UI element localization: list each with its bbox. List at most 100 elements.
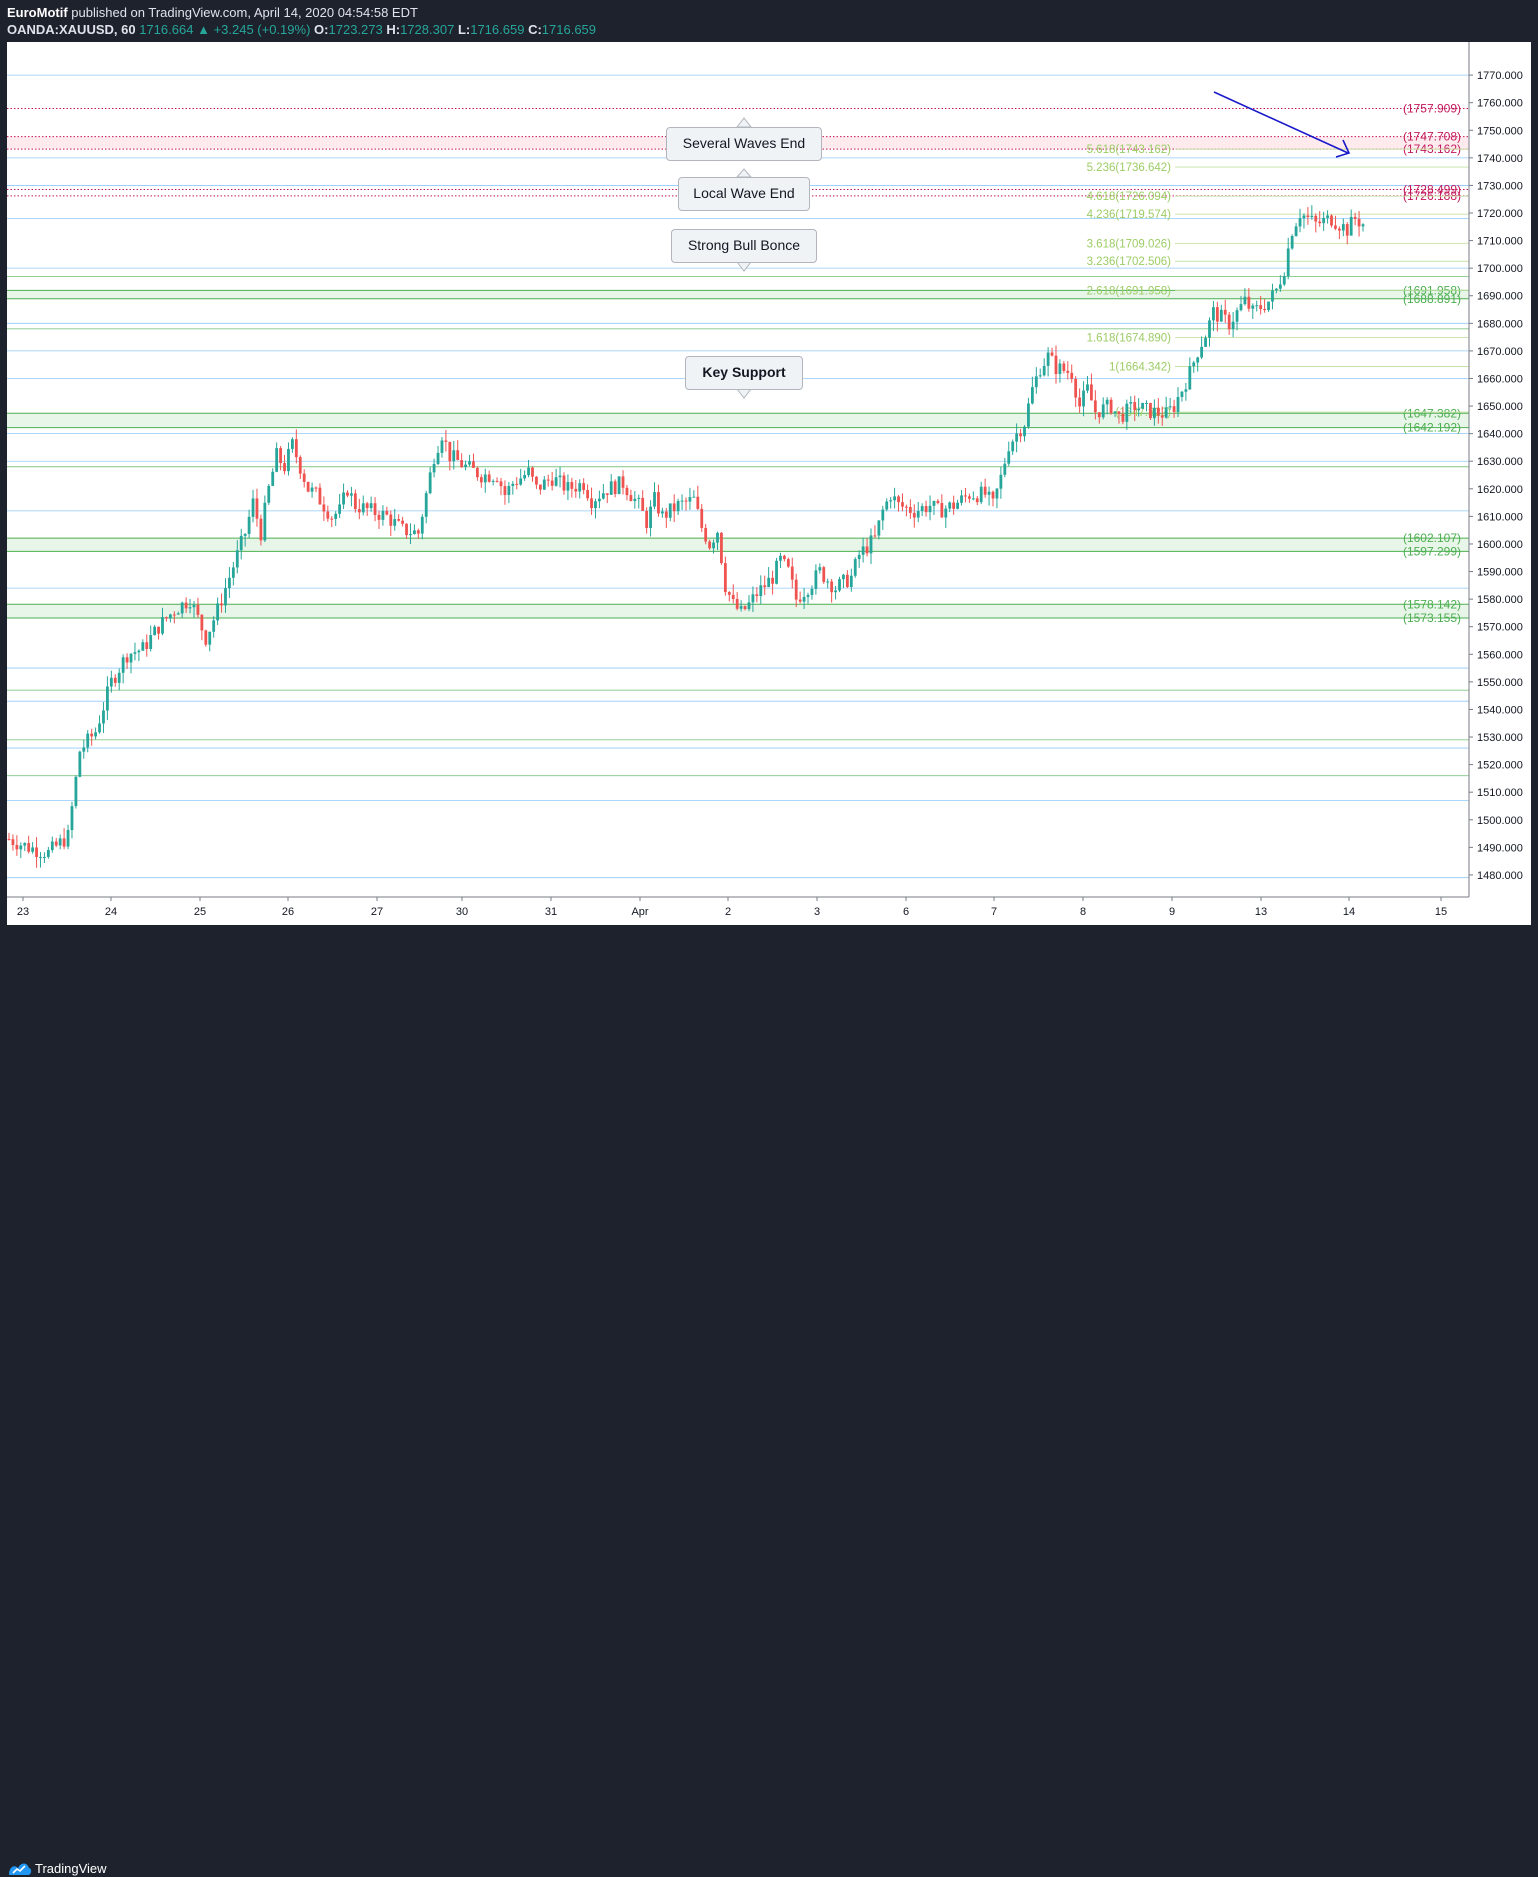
key-level-label: (1688.891)	[1403, 292, 1461, 306]
candle	[916, 511, 920, 518]
time-tick-label: 25	[194, 906, 206, 918]
candle	[50, 841, 54, 851]
candle	[19, 845, 23, 850]
candle	[1282, 276, 1286, 285]
candle	[660, 511, 664, 514]
candle	[783, 555, 786, 560]
candle	[790, 566, 794, 580]
candle	[657, 492, 660, 514]
candle	[409, 534, 412, 536]
candle	[668, 503, 672, 518]
candle	[302, 473, 306, 482]
candle	[869, 535, 873, 554]
candle	[1318, 221, 1322, 224]
time-tick-label: 2	[725, 906, 731, 918]
candle	[94, 732, 97, 737]
candle	[999, 474, 1003, 489]
candle	[598, 498, 601, 502]
candle	[948, 502, 952, 509]
callout-key-support: Key Support	[685, 356, 803, 390]
candle	[967, 496, 971, 499]
candle	[983, 486, 987, 495]
price-tick-label: 1680.000	[1477, 318, 1523, 330]
time-tick-label: Apr	[631, 906, 648, 918]
candle	[129, 653, 133, 663]
ohlc-legend: OANDA:XAUUSD, 60 1716.664 ▲ +3.245 (+0.1…	[7, 22, 596, 37]
candle	[1326, 215, 1329, 218]
candle	[594, 501, 597, 509]
candle	[975, 498, 979, 503]
candle	[298, 457, 302, 474]
candle	[566, 482, 570, 491]
candle	[369, 503, 373, 509]
candle	[723, 563, 727, 593]
candle	[507, 485, 511, 495]
candle	[901, 502, 904, 507]
candle	[397, 519, 401, 521]
candle	[444, 440, 448, 442]
candle	[881, 509, 885, 521]
candle	[987, 491, 991, 495]
candle	[1141, 403, 1144, 409]
price-chart[interactable]: (1757.909)(1747.708)(1743.162)(1728.499)…	[7, 42, 1531, 925]
candle	[692, 496, 696, 498]
candle	[436, 452, 440, 464]
fib-label: 4.618(1726.094)	[1087, 191, 1172, 203]
arrow-head	[1335, 139, 1351, 158]
candle	[1302, 215, 1306, 219]
candle	[1164, 407, 1168, 418]
candle	[1251, 305, 1255, 309]
price-tick-label: 1660.000	[1477, 373, 1523, 385]
candle	[1054, 355, 1058, 375]
candle	[1125, 403, 1129, 422]
candle	[952, 502, 956, 509]
candle	[1145, 402, 1148, 404]
publisher-name[interactable]: EuroMotif	[7, 5, 68, 20]
candle	[676, 501, 680, 512]
candle	[1046, 352, 1050, 366]
tradingview-brand[interactable]: TradingView	[35, 1861, 107, 1876]
candle	[1066, 370, 1070, 373]
candle	[1231, 321, 1235, 330]
candle	[350, 493, 353, 496]
candle	[802, 596, 806, 602]
candle	[649, 506, 652, 529]
candle	[763, 585, 767, 588]
candle	[1263, 308, 1266, 311]
candle	[1101, 404, 1105, 418]
price-tick-label: 1690.000	[1477, 291, 1523, 303]
candle	[708, 541, 712, 549]
symbol-label[interactable]: OANDA:XAUUSD, 60	[7, 22, 136, 37]
key-level-label: (1647.382)	[1403, 406, 1461, 420]
key-level-label: (1642.192)	[1403, 421, 1461, 435]
candle	[865, 546, 869, 554]
candle	[82, 747, 86, 752]
tradingview-logo-icon[interactable]	[8, 1859, 32, 1877]
candle	[86, 733, 90, 748]
candle	[1074, 378, 1078, 398]
candle	[1137, 408, 1141, 411]
up-triangle-icon: ▲	[197, 22, 210, 37]
candle	[1349, 216, 1353, 236]
candle	[755, 594, 759, 597]
candle	[1050, 352, 1054, 356]
candle	[889, 500, 893, 502]
candle	[1027, 403, 1030, 427]
candle	[11, 839, 15, 845]
candle	[590, 498, 593, 509]
candle	[680, 500, 684, 502]
candle	[1105, 399, 1109, 405]
candle	[1357, 218, 1361, 227]
candle	[468, 461, 471, 465]
candle	[279, 448, 282, 464]
candle	[1034, 376, 1038, 388]
callout-strong-bull: Strong Bull Bonce	[671, 229, 817, 263]
candle	[1117, 411, 1121, 414]
high-label: H:	[386, 22, 401, 37]
candle	[629, 495, 633, 502]
candle	[814, 570, 818, 589]
chart-area[interactable]: (1757.909) (1747.708) (1743.162) (1728.499)…	[7, 42, 1531, 925]
price-tick-label: 1530.000	[1477, 732, 1523, 744]
candle	[531, 467, 534, 477]
candle	[78, 751, 82, 777]
